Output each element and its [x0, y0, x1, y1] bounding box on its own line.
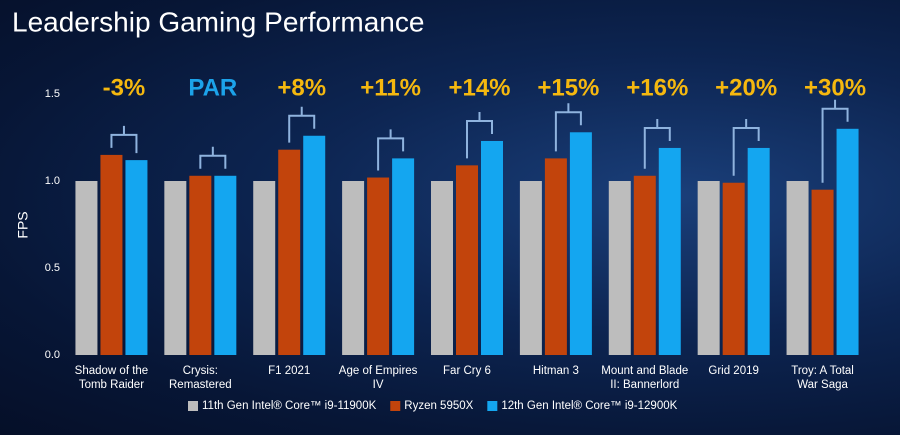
bracket: [732, 118, 760, 176]
x-tick-label: Hitman 3: [532, 365, 579, 377]
bar: [569, 132, 592, 355]
bracket: [554, 103, 582, 152]
chart-title: Leadership Gaming Performance: [12, 6, 424, 37]
bar: [303, 135, 326, 355]
bar: [747, 147, 770, 355]
bar: [481, 140, 503, 355]
y-tick-label: 0.0: [45, 349, 60, 361]
annotation: PAR: [188, 74, 237, 101]
annotation: +30%: [804, 74, 866, 101]
bar: [697, 181, 720, 355]
y-tick-label: 1.0: [45, 175, 60, 187]
legend-label: 12th Gen Intel® Core™ i9-12900K: [501, 400, 677, 412]
bar: [164, 181, 187, 355]
x-tick-label: Troy: A Total War Saga: [791, 365, 854, 391]
x-tick-label: Crysis: Remastered: [169, 365, 232, 391]
legend-label: Ryzen 5950X: [404, 400, 473, 412]
bar: [544, 158, 567, 355]
x-tick-label: Far Cry 6: [443, 365, 491, 377]
legend-swatch: [487, 401, 498, 411]
annotation: +15%: [537, 74, 599, 101]
legend-label: 11th Gen Intel® Core™ i9-11900K: [202, 400, 377, 412]
bar: [786, 181, 809, 355]
bar: [253, 181, 276, 355]
x-tick-label: Grid 2019: [708, 365, 759, 377]
bracket: [466, 111, 493, 159]
annotation: +20%: [715, 74, 777, 101]
bar: [811, 189, 834, 355]
bar: [392, 158, 415, 355]
bar: [456, 165, 478, 355]
annotation: +16%: [626, 74, 688, 101]
bar: [722, 182, 745, 355]
bracket: [110, 125, 138, 154]
annotation: +11%: [360, 74, 421, 101]
bar: [836, 128, 859, 355]
legend-swatch: [188, 401, 198, 411]
bar: [100, 154, 123, 355]
y-tick-label: 1.5: [45, 88, 60, 100]
annotation: +8%: [277, 74, 326, 101]
legend-swatch: [390, 401, 401, 411]
annotation: -3%: [103, 74, 146, 101]
x-tick-label: Mount and Blade II: Bannerlord: [601, 365, 689, 391]
bracket: [643, 118, 671, 169]
bar: [189, 175, 212, 355]
bracket: [288, 106, 316, 143]
bar: [214, 175, 237, 355]
bar: [367, 177, 390, 355]
bracket: [377, 129, 405, 171]
bar: [608, 181, 631, 355]
x-tick-label: Shadow of the Tomb Raider: [74, 365, 149, 391]
bar: [125, 160, 148, 355]
bar: [633, 175, 656, 355]
annotation: +14%: [448, 74, 510, 101]
x-tick-label: F1 2021: [268, 365, 311, 377]
bar: [342, 181, 365, 355]
bar: [278, 149, 301, 355]
x-tick-label: Age of Empires IV: [338, 365, 418, 391]
bar: [519, 181, 542, 355]
bar: [75, 181, 98, 355]
y-axis-label: FPS: [15, 211, 31, 238]
bracket: [821, 99, 849, 183]
bar: [658, 147, 681, 355]
bar: [431, 181, 453, 355]
bracket: [199, 146, 227, 169]
y-tick-label: 0.5: [45, 262, 60, 274]
